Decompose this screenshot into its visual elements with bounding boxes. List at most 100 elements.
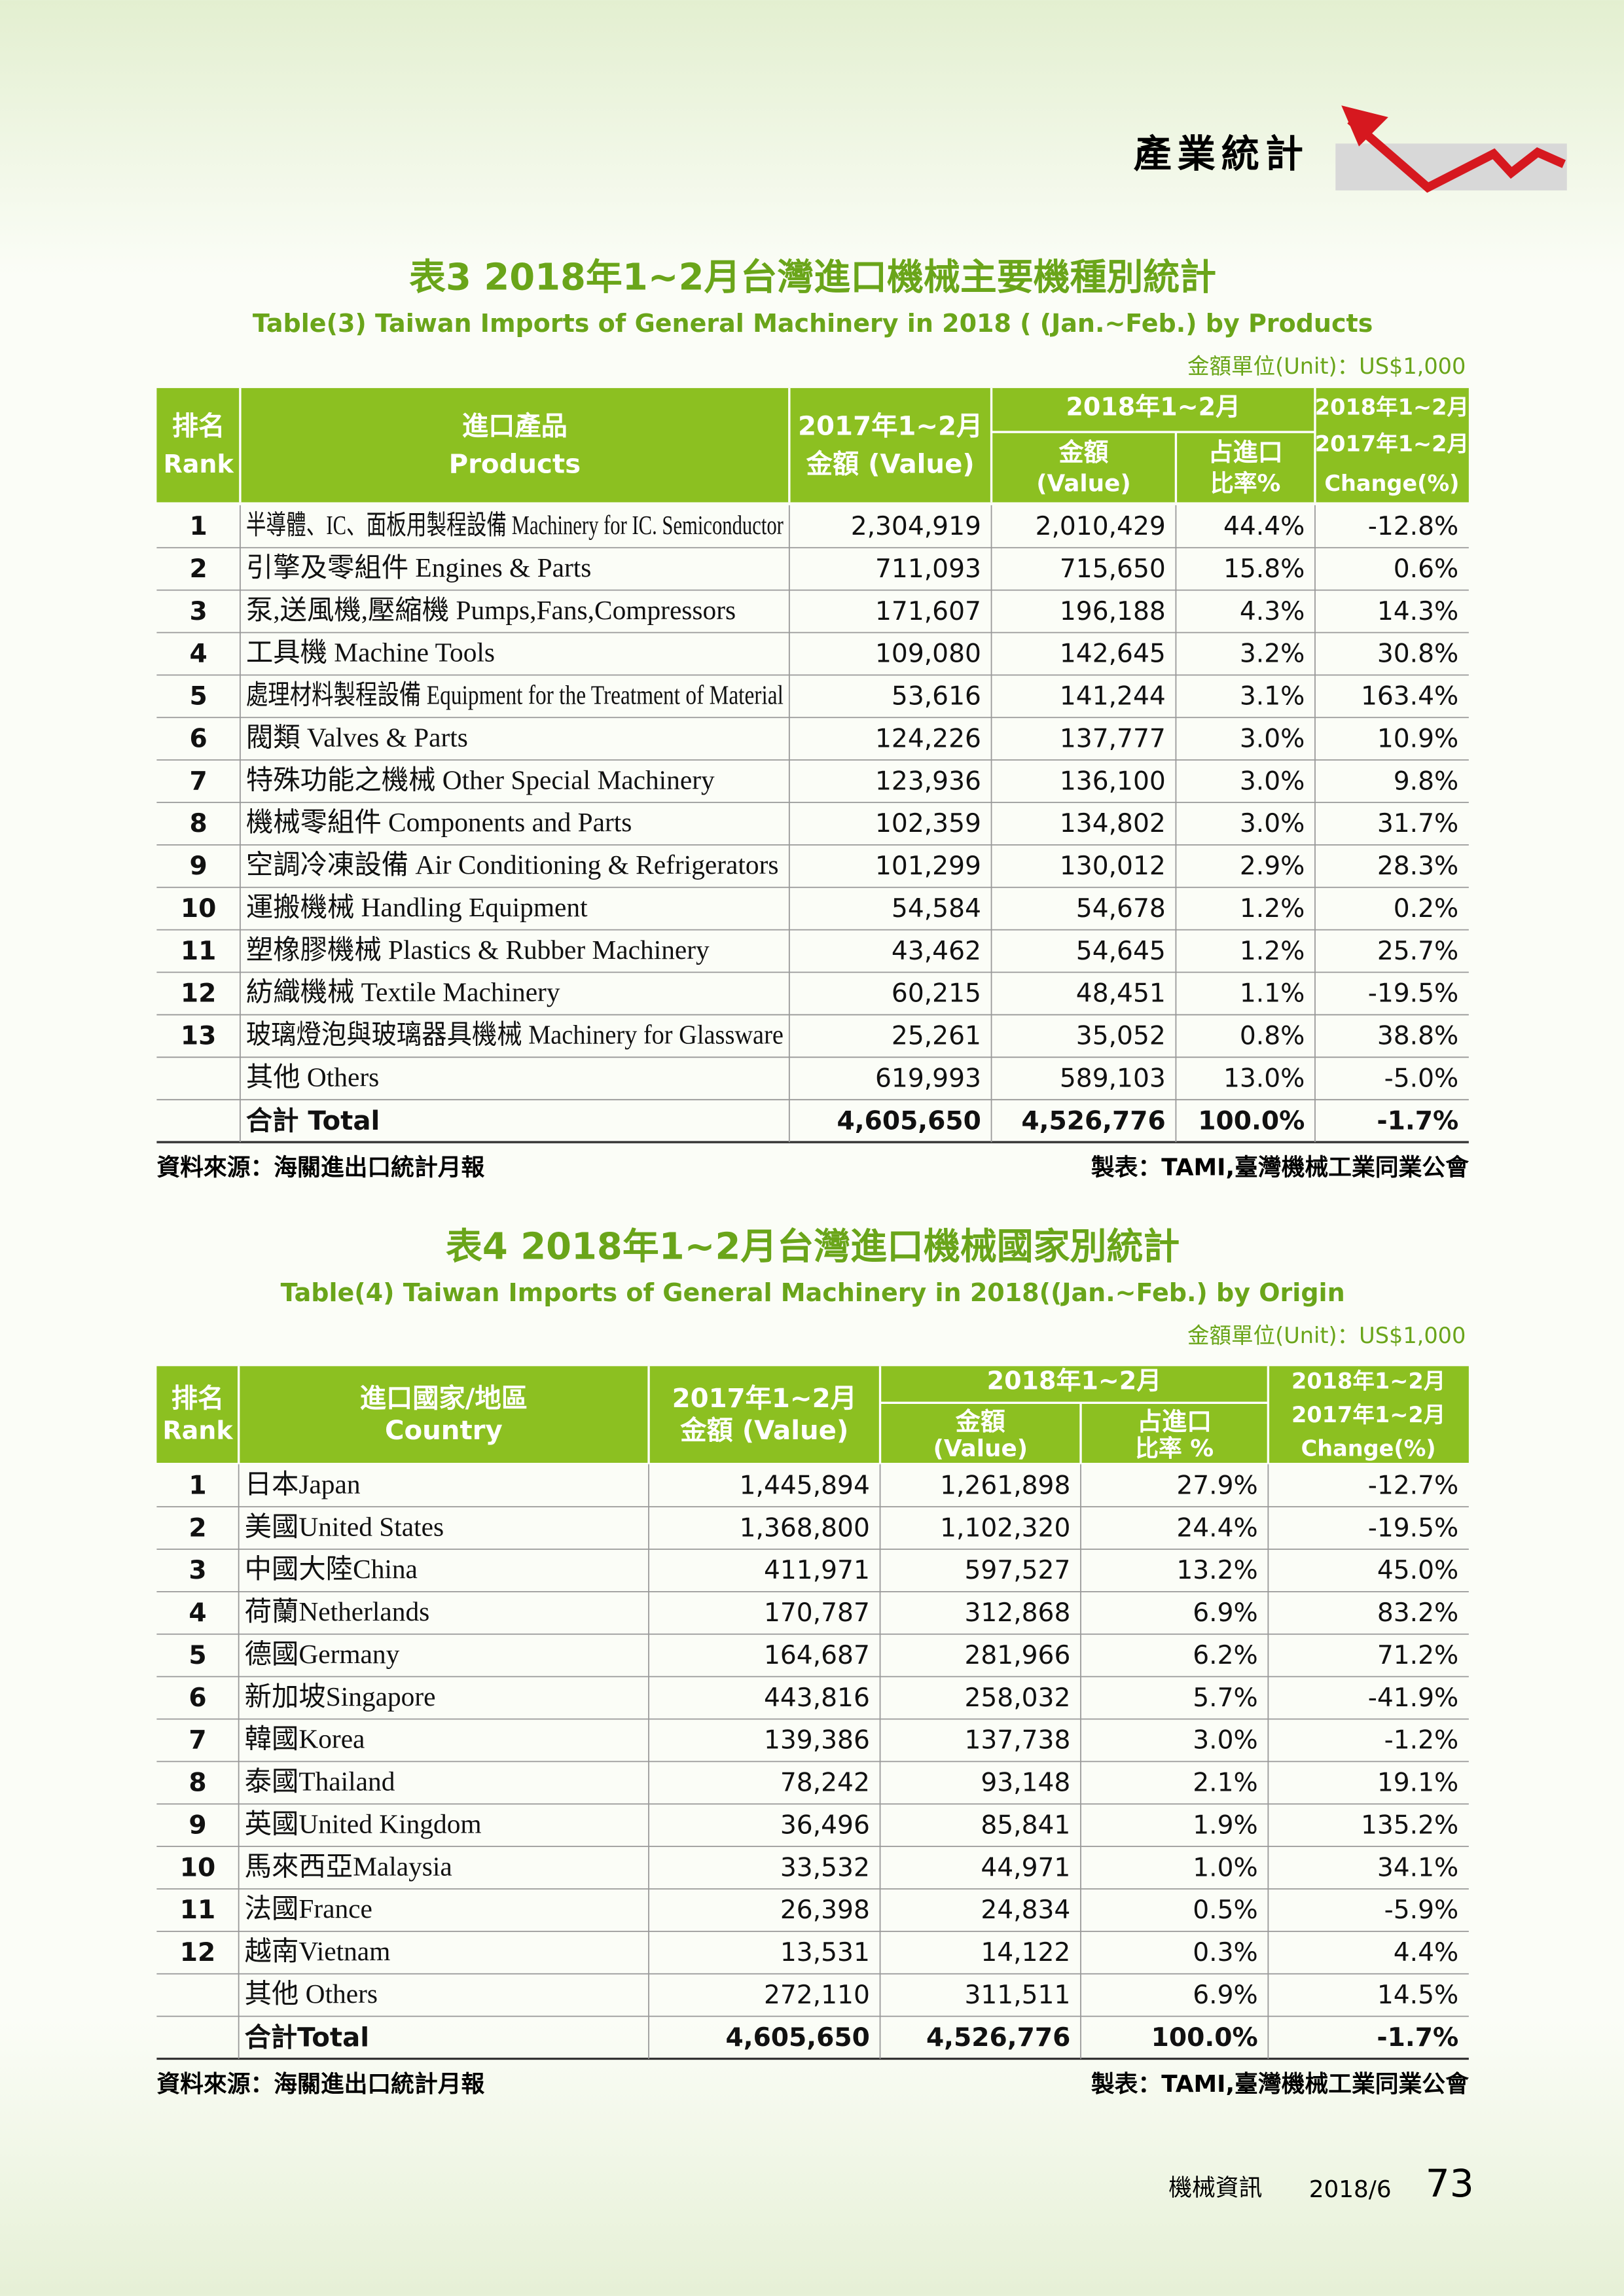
cell: -12.8% [1368,512,1458,541]
cell: 13.0% [1223,1064,1305,1093]
cell: 3.0% [1240,766,1305,796]
cell: 85,841 [981,1810,1070,1840]
row-label: 馬來西亞Malaysia [245,1851,452,1881]
maker: 製表：TAMI,臺灣機械工業同業公會 [1091,2071,1469,2098]
row-label: 荷蘭Netherlands [245,1596,430,1626]
cell: 4,526,776 [1021,1106,1165,1136]
row-label: 法國France [245,1893,372,1924]
cell: 9 [189,1810,206,1840]
cell: 4,526,776 [926,2023,1070,2053]
row-label: 韓國Korea [245,1724,365,1754]
cell: 4,605,650 [725,2023,869,2053]
cell: 9 [190,852,208,881]
cell: 0.2% [1394,894,1458,924]
cell: 3.0% [1240,724,1305,753]
cell: 597,527 [964,1556,1070,1585]
cell: 31.7% [1377,809,1458,838]
cell: 163.4% [1361,682,1458,711]
cell: 1.9% [1193,1810,1257,1840]
cell: 171,607 [875,597,981,626]
section-title: 產業統計 [1134,133,1309,175]
page-number: 73 [1426,2161,1474,2206]
cell: 19.1% [1377,1768,1458,1798]
row-label: 泵,送風機,壓縮機 Pumps,Fans,Compressors [246,595,736,625]
row-label: 泰國Thailand [245,1767,395,1797]
cell: 196,188 [1060,597,1166,626]
cell: 36,496 [780,1810,870,1840]
cell: 443,816 [764,1683,870,1713]
cell: 14,122 [981,1938,1070,1967]
cell: 54,678 [1076,894,1166,924]
row-label: 空調冷凍設備 Air Conditioning & Refrigerators [246,850,779,880]
header-cell: 金額 (Value) [679,1416,848,1446]
cell: 130,012 [1060,852,1166,881]
cell: 1.2% [1240,937,1305,966]
cell: 141,244 [1060,682,1166,711]
header-cell: 2017年1~2月 [1291,1402,1445,1427]
cell: 139,386 [764,1726,870,1755]
cell: 13,531 [780,1938,870,1967]
header-cell: 2017年1~2月 [798,411,983,441]
cell: 2.1% [1193,1768,1257,1798]
cell: 5.7% [1193,1683,1257,1713]
cell: 11 [181,937,216,966]
cell: 3.0% [1193,1726,1257,1755]
cell: 134,802 [1060,809,1166,838]
cell: -19.5% [1368,1513,1458,1543]
header-cell: 比率% [1210,471,1280,497]
cell: 6.9% [1193,1981,1257,2010]
cell: 3.0% [1240,809,1305,838]
cell: 25,261 [892,1022,981,1051]
cell: 14.3% [1377,597,1458,626]
header-cell: 金額 [1058,438,1108,467]
magazine: 機械資訊 [1168,2175,1262,2202]
cell: 589,103 [1060,1064,1166,1093]
header-cell: 2018年1~2月 [987,1366,1162,1395]
cell: 30.8% [1377,639,1458,669]
cell: 13 [181,1022,216,1051]
cell: 71.2% [1377,1641,1458,1670]
cell: 28.3% [1377,852,1458,881]
cell: 137,738 [964,1726,1070,1755]
cell: 4 [190,639,208,669]
cell: 102,359 [875,809,981,838]
header-cell: (Value) [933,1435,1028,1462]
cell: 14.5% [1377,1981,1458,2010]
cell: 164,687 [764,1641,870,1670]
unit: 金額單位(Unit)：US$1,000 [1187,1323,1466,1348]
cell: 5 [189,1641,206,1670]
cell: 10 [180,1853,215,1882]
row-label: 美國United States [245,1511,444,1541]
cell: 7 [189,1726,206,1755]
cell: 124,226 [875,724,981,753]
cell: 6 [189,1683,206,1713]
cell: 2 [189,1513,206,1543]
cell: 3 [189,1556,206,1585]
header-cell: 金額 (Value) [806,449,975,479]
cell: 0.5% [1193,1895,1257,1925]
row-label: 運搬機械 Handling Equipment [246,892,588,922]
cell: 13.2% [1176,1556,1257,1585]
cell: 1,261,898 [940,1471,1070,1500]
cell: 48,451 [1076,979,1166,1009]
cell: 170,787 [764,1598,870,1628]
cell: 7 [190,766,208,796]
header-cell: Country [385,1416,503,1446]
cell: 10.9% [1377,724,1458,753]
row-label: 其他 Others [245,1979,378,2009]
cell: 101,299 [875,852,981,881]
row-label: 合計Total [245,2022,369,2053]
cell: 78,242 [780,1768,870,1798]
header-cell: (Value) [1036,471,1131,497]
cell: 10 [181,894,216,924]
cell: 100.0% [1198,1106,1305,1136]
cell: 312,868 [964,1598,1070,1628]
cell: 93,148 [981,1768,1070,1798]
row-label: 越南Vietnam [245,1936,391,1966]
cell: 35,052 [1076,1022,1166,1051]
row-label: 半導體、IC、面板用製程設備 Machinery for IC. Semicon… [246,510,784,540]
cell: 136,100 [1060,766,1166,796]
row-label: 中國大陸China [245,1554,418,1584]
cell: -1.2% [1384,1726,1459,1755]
